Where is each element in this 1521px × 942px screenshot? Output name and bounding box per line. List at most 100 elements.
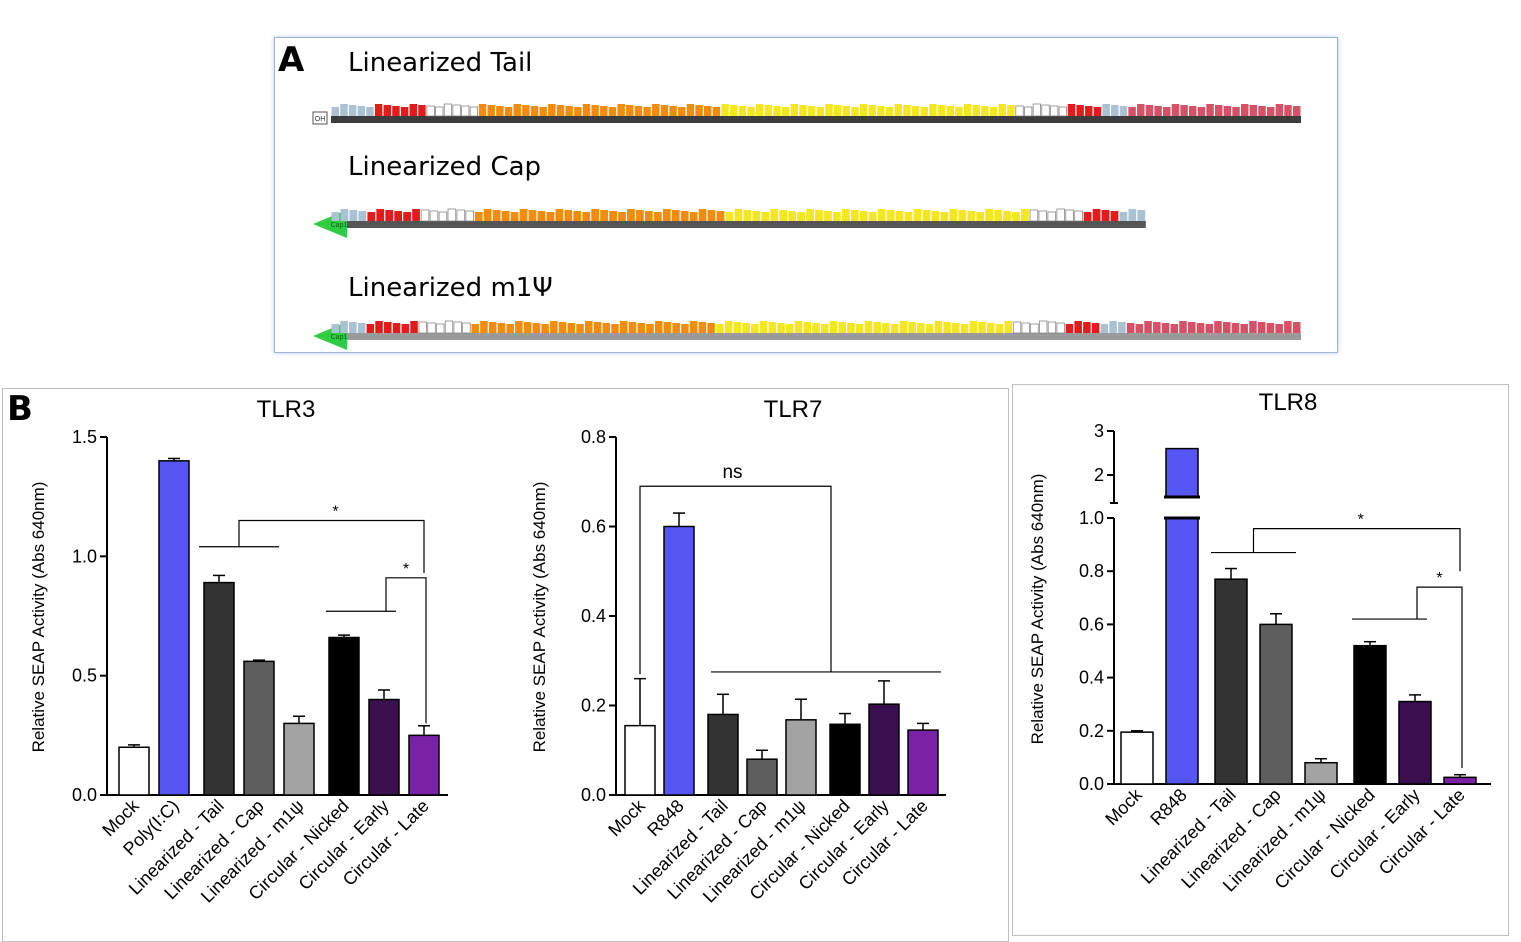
nucleotide-block	[1119, 106, 1128, 116]
nucleotide-block	[1266, 107, 1275, 116]
nucleotide-block	[955, 107, 963, 116]
nucleotide-block	[1240, 104, 1249, 116]
nucleotide-block	[747, 107, 755, 116]
nucleotide-block	[558, 322, 567, 333]
nucleotide-block	[427, 322, 436, 334]
nucleotide-block	[1126, 323, 1135, 333]
nucleotide-block	[418, 321, 427, 334]
nucleotide-block	[357, 106, 366, 116]
nucleotide-block	[358, 211, 367, 221]
y-axis-label: Relative SEAP Activity (Abs 640nm)	[530, 482, 549, 753]
nucleotide-block	[937, 105, 946, 116]
nucleotide-block	[886, 210, 895, 221]
nucleotide-block	[1231, 323, 1240, 333]
nucleotide-block	[1240, 324, 1248, 333]
nucleotide-block	[643, 107, 651, 116]
nucleotide-block	[1196, 323, 1205, 333]
nucleotide-block	[864, 321, 873, 333]
nucleotide-block	[797, 212, 805, 221]
bar	[328, 636, 360, 796]
nucleotide-block	[331, 212, 340, 221]
nucleotide-block	[680, 211, 689, 221]
nucleotide-block	[847, 323, 855, 333]
nucleotide-block	[773, 106, 781, 116]
bar	[907, 729, 939, 796]
nucleotide-block	[1058, 106, 1067, 117]
nucleotide-block	[1144, 321, 1152, 333]
significance-bracket	[1252, 528, 1461, 572]
nucleotide-block	[1100, 324, 1109, 333]
nucleotide-block	[850, 210, 859, 221]
nucleotide-block	[456, 209, 466, 222]
nucleotide-block	[628, 322, 637, 333]
significance-bracket	[1416, 586, 1463, 769]
nucleotide-block	[617, 104, 625, 116]
tlr7-chart: TLR7 Relative SEAP Activity (Abs 640nm) 0.…	[530, 396, 946, 907]
chart-title: TLR3	[257, 396, 316, 423]
nucleotide-block	[541, 324, 549, 333]
nucleotide-block	[1067, 104, 1076, 116]
nucleotide-block	[1065, 209, 1074, 222]
nucleotide-block	[367, 212, 376, 221]
chart-title: TLR8	[1259, 389, 1318, 416]
nucleotide-block	[585, 321, 593, 333]
nucleotide-block	[1065, 324, 1074, 333]
significance-bracket	[385, 577, 427, 724]
nucleotide-block	[462, 322, 471, 334]
nucleotide-block	[908, 322, 916, 333]
nucleotide-block	[698, 322, 707, 333]
nucleotide-block	[1214, 321, 1222, 333]
y-tick-label: 0.5	[72, 666, 97, 686]
bar	[1443, 776, 1477, 785]
nucleotide-block	[1222, 322, 1231, 333]
significance-label: *	[403, 561, 409, 578]
nucleotide-block	[833, 105, 842, 116]
nucleotide-block	[985, 209, 993, 221]
nucleotide-block	[672, 323, 680, 333]
nucleotide-block	[660, 105, 669, 116]
nucleotide-block	[637, 323, 645, 333]
bar	[1304, 761, 1338, 785]
nucleotide-block	[859, 104, 868, 116]
nucleotide-block	[1275, 104, 1284, 116]
nucleotide-block	[1024, 106, 1033, 117]
nucleotide-block	[1029, 209, 1039, 222]
y-tick-label: 2	[1094, 465, 1104, 485]
nucleotide-block	[537, 211, 546, 221]
nucleotide-block	[976, 212, 985, 221]
nucleotide-block	[733, 322, 742, 333]
bar	[283, 722, 315, 796]
nucleotide-block	[842, 106, 851, 116]
bar	[829, 723, 861, 796]
nucleotide-block	[548, 104, 556, 116]
nucleotide-block	[478, 104, 487, 116]
nucleotide-block	[443, 103, 452, 117]
nucleotide-block	[1110, 211, 1119, 221]
nucleotide-block	[803, 322, 812, 333]
nucleotide-block	[873, 322, 881, 333]
nucleotide-block	[911, 106, 920, 116]
nucleotide-block	[1249, 321, 1257, 333]
nucleotide-block	[1205, 324, 1214, 333]
nucleotide-block	[725, 212, 734, 221]
nucleotide-block	[724, 321, 733, 333]
nucleotide-block	[981, 106, 989, 116]
nucleotide-block	[435, 106, 444, 117]
nucleotide-block	[1012, 212, 1020, 221]
nucleotide-block	[471, 324, 479, 333]
y-tick-label: 0.2	[1079, 721, 1104, 741]
bar	[707, 713, 739, 796]
nucleotide-block	[634, 106, 643, 116]
nucleotide-block	[654, 321, 663, 333]
nucleotide-block	[611, 324, 619, 333]
nucleotide-block	[1275, 324, 1283, 333]
nucleotide-block	[671, 210, 680, 221]
bar	[1120, 731, 1154, 785]
nucleotide-block	[519, 209, 528, 221]
nucleotide-block	[513, 104, 521, 116]
nucleotide-block	[995, 324, 1004, 333]
nucleotide-block	[1180, 105, 1188, 116]
nucleotide-block	[349, 322, 357, 333]
nucleotide-block	[786, 324, 794, 333]
nucleotide-block	[704, 106, 712, 116]
